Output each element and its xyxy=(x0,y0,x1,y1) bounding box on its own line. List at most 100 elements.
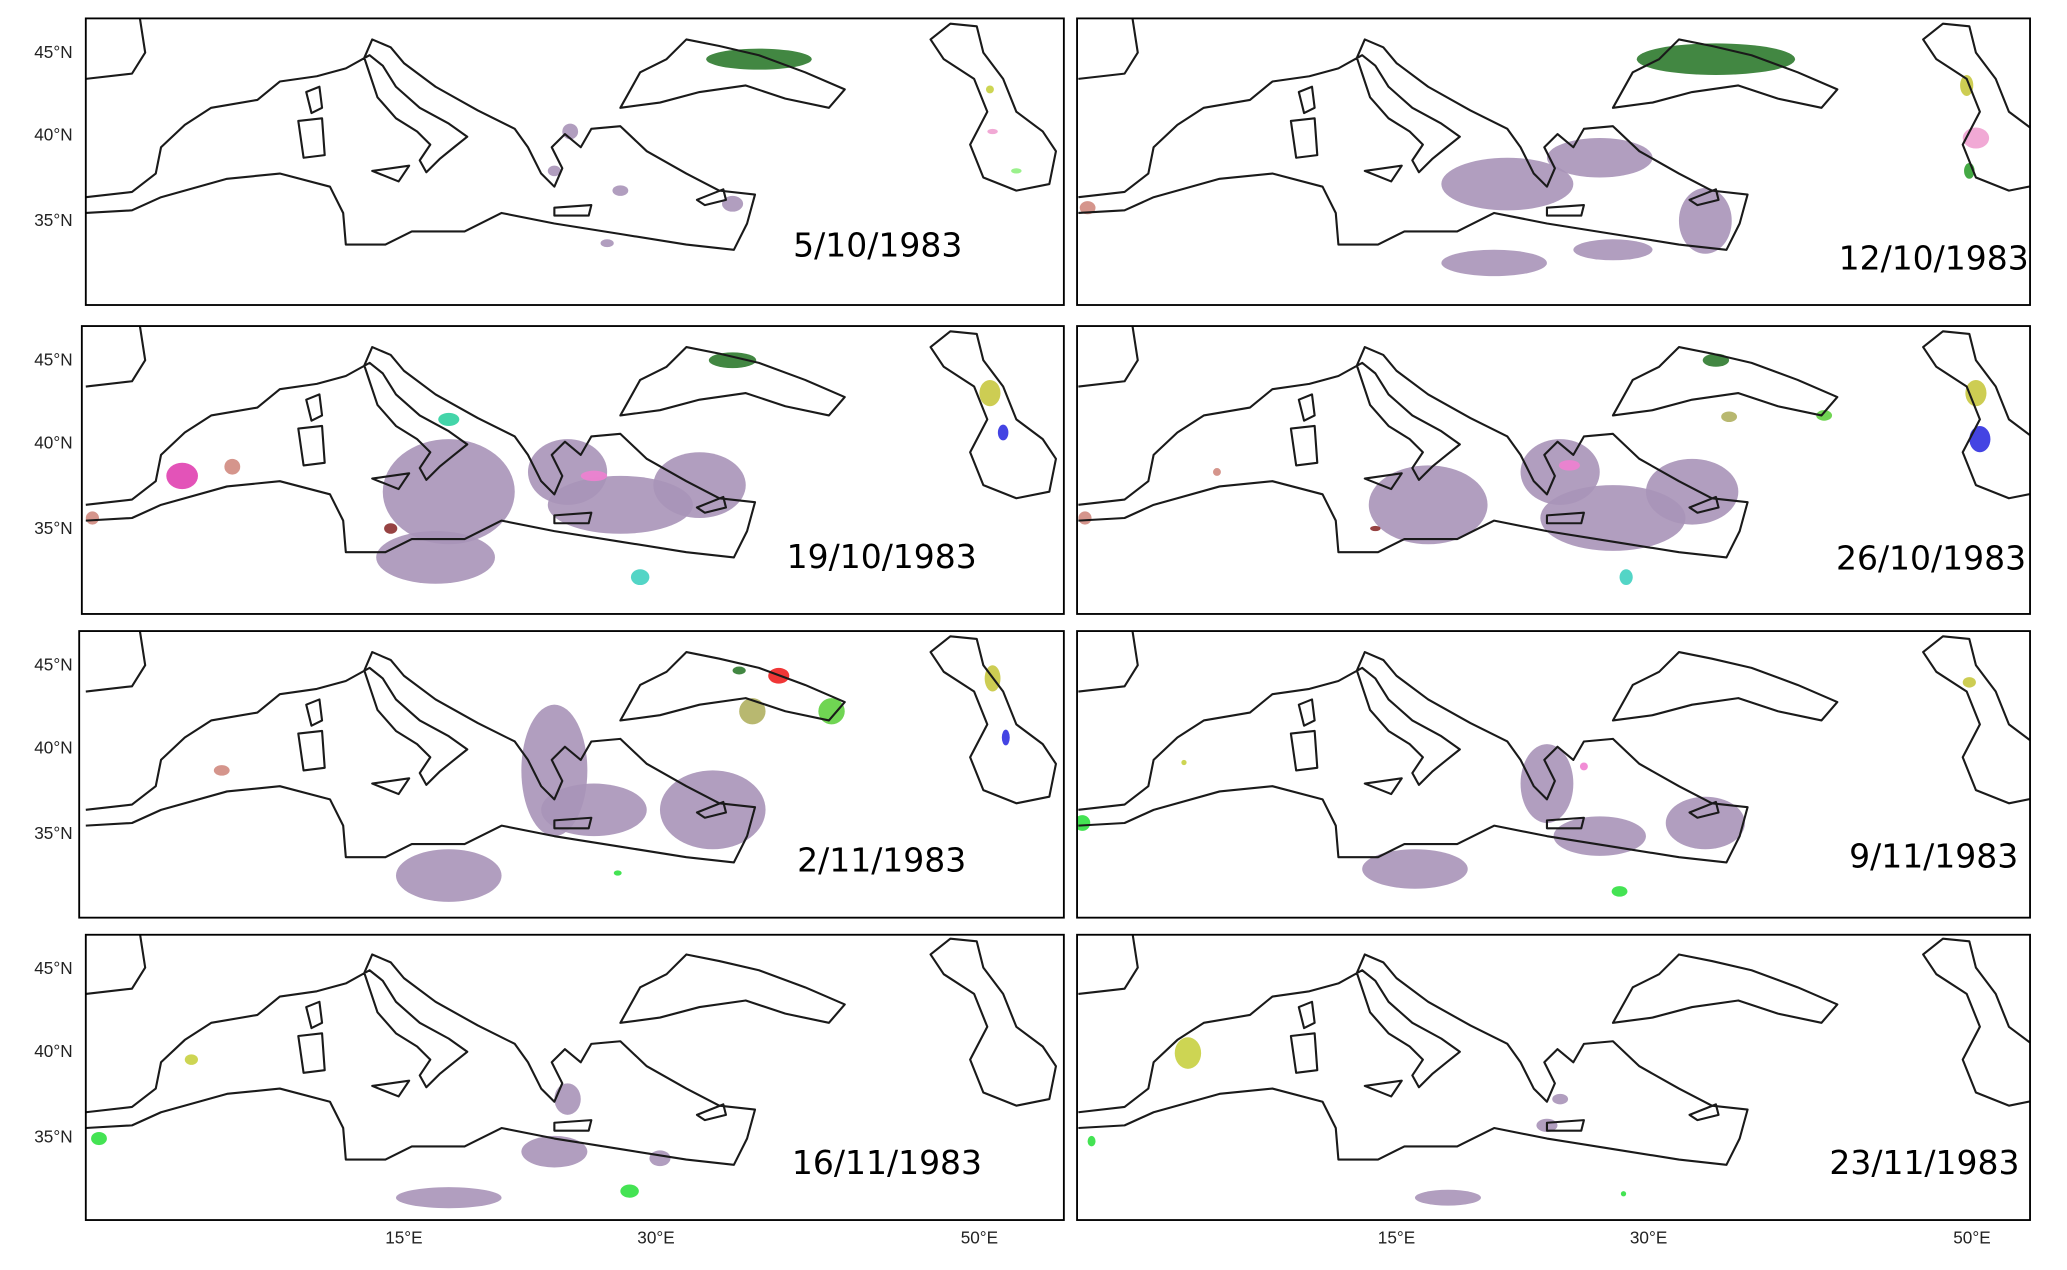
lat-label: 45°N xyxy=(34,959,72,978)
map xyxy=(1077,326,2031,586)
event-region xyxy=(1816,410,1833,421)
panel-frame xyxy=(80,325,1065,615)
panel-date: 2/11/1983 xyxy=(797,841,966,880)
lon-label: 30°E xyxy=(637,1229,674,1248)
event-region xyxy=(1441,249,1547,277)
lat-label: 45°N xyxy=(34,656,72,675)
lat-label: 35°N xyxy=(34,1128,72,1147)
event-region xyxy=(1174,1037,1202,1069)
map xyxy=(85,934,1057,1209)
map-panel: 23/11/1983 15°E 30°E 50°E xyxy=(1076,933,2031,1248)
event-region xyxy=(1181,759,1187,766)
event-region xyxy=(547,165,561,177)
event-region xyxy=(1001,729,1010,746)
event-region xyxy=(224,458,241,475)
event-region xyxy=(1678,188,1732,254)
event-region xyxy=(1079,201,1096,215)
event-region xyxy=(438,412,460,426)
panel-frame xyxy=(1076,325,2031,615)
lon-label: 50°E xyxy=(961,1229,998,1248)
panel-date: 26/10/1983 xyxy=(1836,538,2026,577)
event-region xyxy=(384,523,398,534)
lat-label: 40°N xyxy=(34,738,72,757)
event-region xyxy=(1368,465,1488,545)
map xyxy=(84,326,1057,586)
event-region xyxy=(979,379,1001,407)
lat-label: 40°N xyxy=(34,433,72,452)
map xyxy=(85,18,1057,251)
event-region xyxy=(1546,138,1653,178)
map-panel: 9/11/1983 xyxy=(1076,630,2031,919)
panel-date: 12/10/1983 xyxy=(1839,239,2029,278)
map xyxy=(1077,18,2031,277)
event-region xyxy=(732,666,746,675)
event-region xyxy=(630,569,650,586)
event-region xyxy=(612,185,629,196)
panel-frame xyxy=(84,17,1065,306)
event-region xyxy=(1553,816,1646,856)
event-region xyxy=(1558,460,1580,471)
event-region xyxy=(1520,744,1574,824)
event-region xyxy=(1011,168,1022,174)
event-region xyxy=(1213,468,1221,476)
map xyxy=(1077,934,2031,1206)
coastline xyxy=(1077,631,2031,864)
event-region xyxy=(85,511,99,525)
event-region xyxy=(213,765,230,776)
panel-frame xyxy=(1076,933,2031,1221)
map xyxy=(1077,631,2031,897)
event-region xyxy=(1636,43,1796,75)
event-region xyxy=(739,698,766,725)
event-region xyxy=(600,239,614,248)
event-region xyxy=(649,1150,671,1167)
map-panel: 26/10/1983 xyxy=(1076,325,2031,615)
event-region xyxy=(395,1187,502,1209)
map-panel: 16/11/1983 45°N 40°N 35°N 15°E 30°E 50°E xyxy=(34,933,1065,1248)
event-region xyxy=(708,352,757,369)
lat-label: 40°N xyxy=(34,1042,72,1061)
coastline xyxy=(1077,934,2031,1166)
event-region xyxy=(721,195,744,212)
event-region xyxy=(1579,762,1588,771)
lat-label: 35°N xyxy=(34,211,72,230)
lat-label: 35°N xyxy=(34,824,72,843)
event-region xyxy=(1441,157,1574,211)
panel-frame xyxy=(1076,630,2031,919)
event-region xyxy=(554,1083,581,1115)
event-region xyxy=(1619,569,1633,586)
lat-label: 45°N xyxy=(34,351,72,370)
map-panel: 5/10/1983 45°N 40°N 35°N xyxy=(34,17,1065,306)
event-region xyxy=(1087,1135,1096,1147)
event-region xyxy=(1077,815,1091,831)
event-region xyxy=(1414,1189,1481,1206)
event-region xyxy=(1620,1191,1627,1197)
map xyxy=(84,631,1057,902)
event-region xyxy=(382,439,515,545)
panel-date: 5/10/1983 xyxy=(793,225,962,264)
coastline xyxy=(1077,18,2031,251)
lon-label: 50°E xyxy=(1953,1229,1990,1248)
panel-frame xyxy=(1076,17,2031,306)
event-region xyxy=(620,1184,639,1198)
coastline xyxy=(85,934,1057,1166)
event-region xyxy=(166,462,198,490)
event-region xyxy=(659,770,766,850)
panel-date: 23/11/1983 xyxy=(1829,1143,2019,1182)
event-region xyxy=(1665,796,1745,850)
lon-label: 15°E xyxy=(1378,1229,1415,1248)
panel-frame xyxy=(78,630,1065,919)
event-region xyxy=(1645,458,1739,525)
event-region xyxy=(1362,849,1468,889)
map-panel: 12/10/1983 xyxy=(1076,17,2031,306)
event-region xyxy=(1969,425,1991,453)
event-region xyxy=(1370,525,1381,532)
event-region xyxy=(987,128,998,135)
event-region xyxy=(1960,74,1974,96)
event-region xyxy=(997,424,1009,441)
map-panel: 19/10/1983 45°N 40°N 35°N xyxy=(34,325,1065,615)
event-region xyxy=(1552,1093,1569,1105)
event-region xyxy=(613,870,622,876)
event-region xyxy=(562,123,579,140)
panel-frame xyxy=(84,933,1065,1221)
event-region xyxy=(653,452,746,518)
